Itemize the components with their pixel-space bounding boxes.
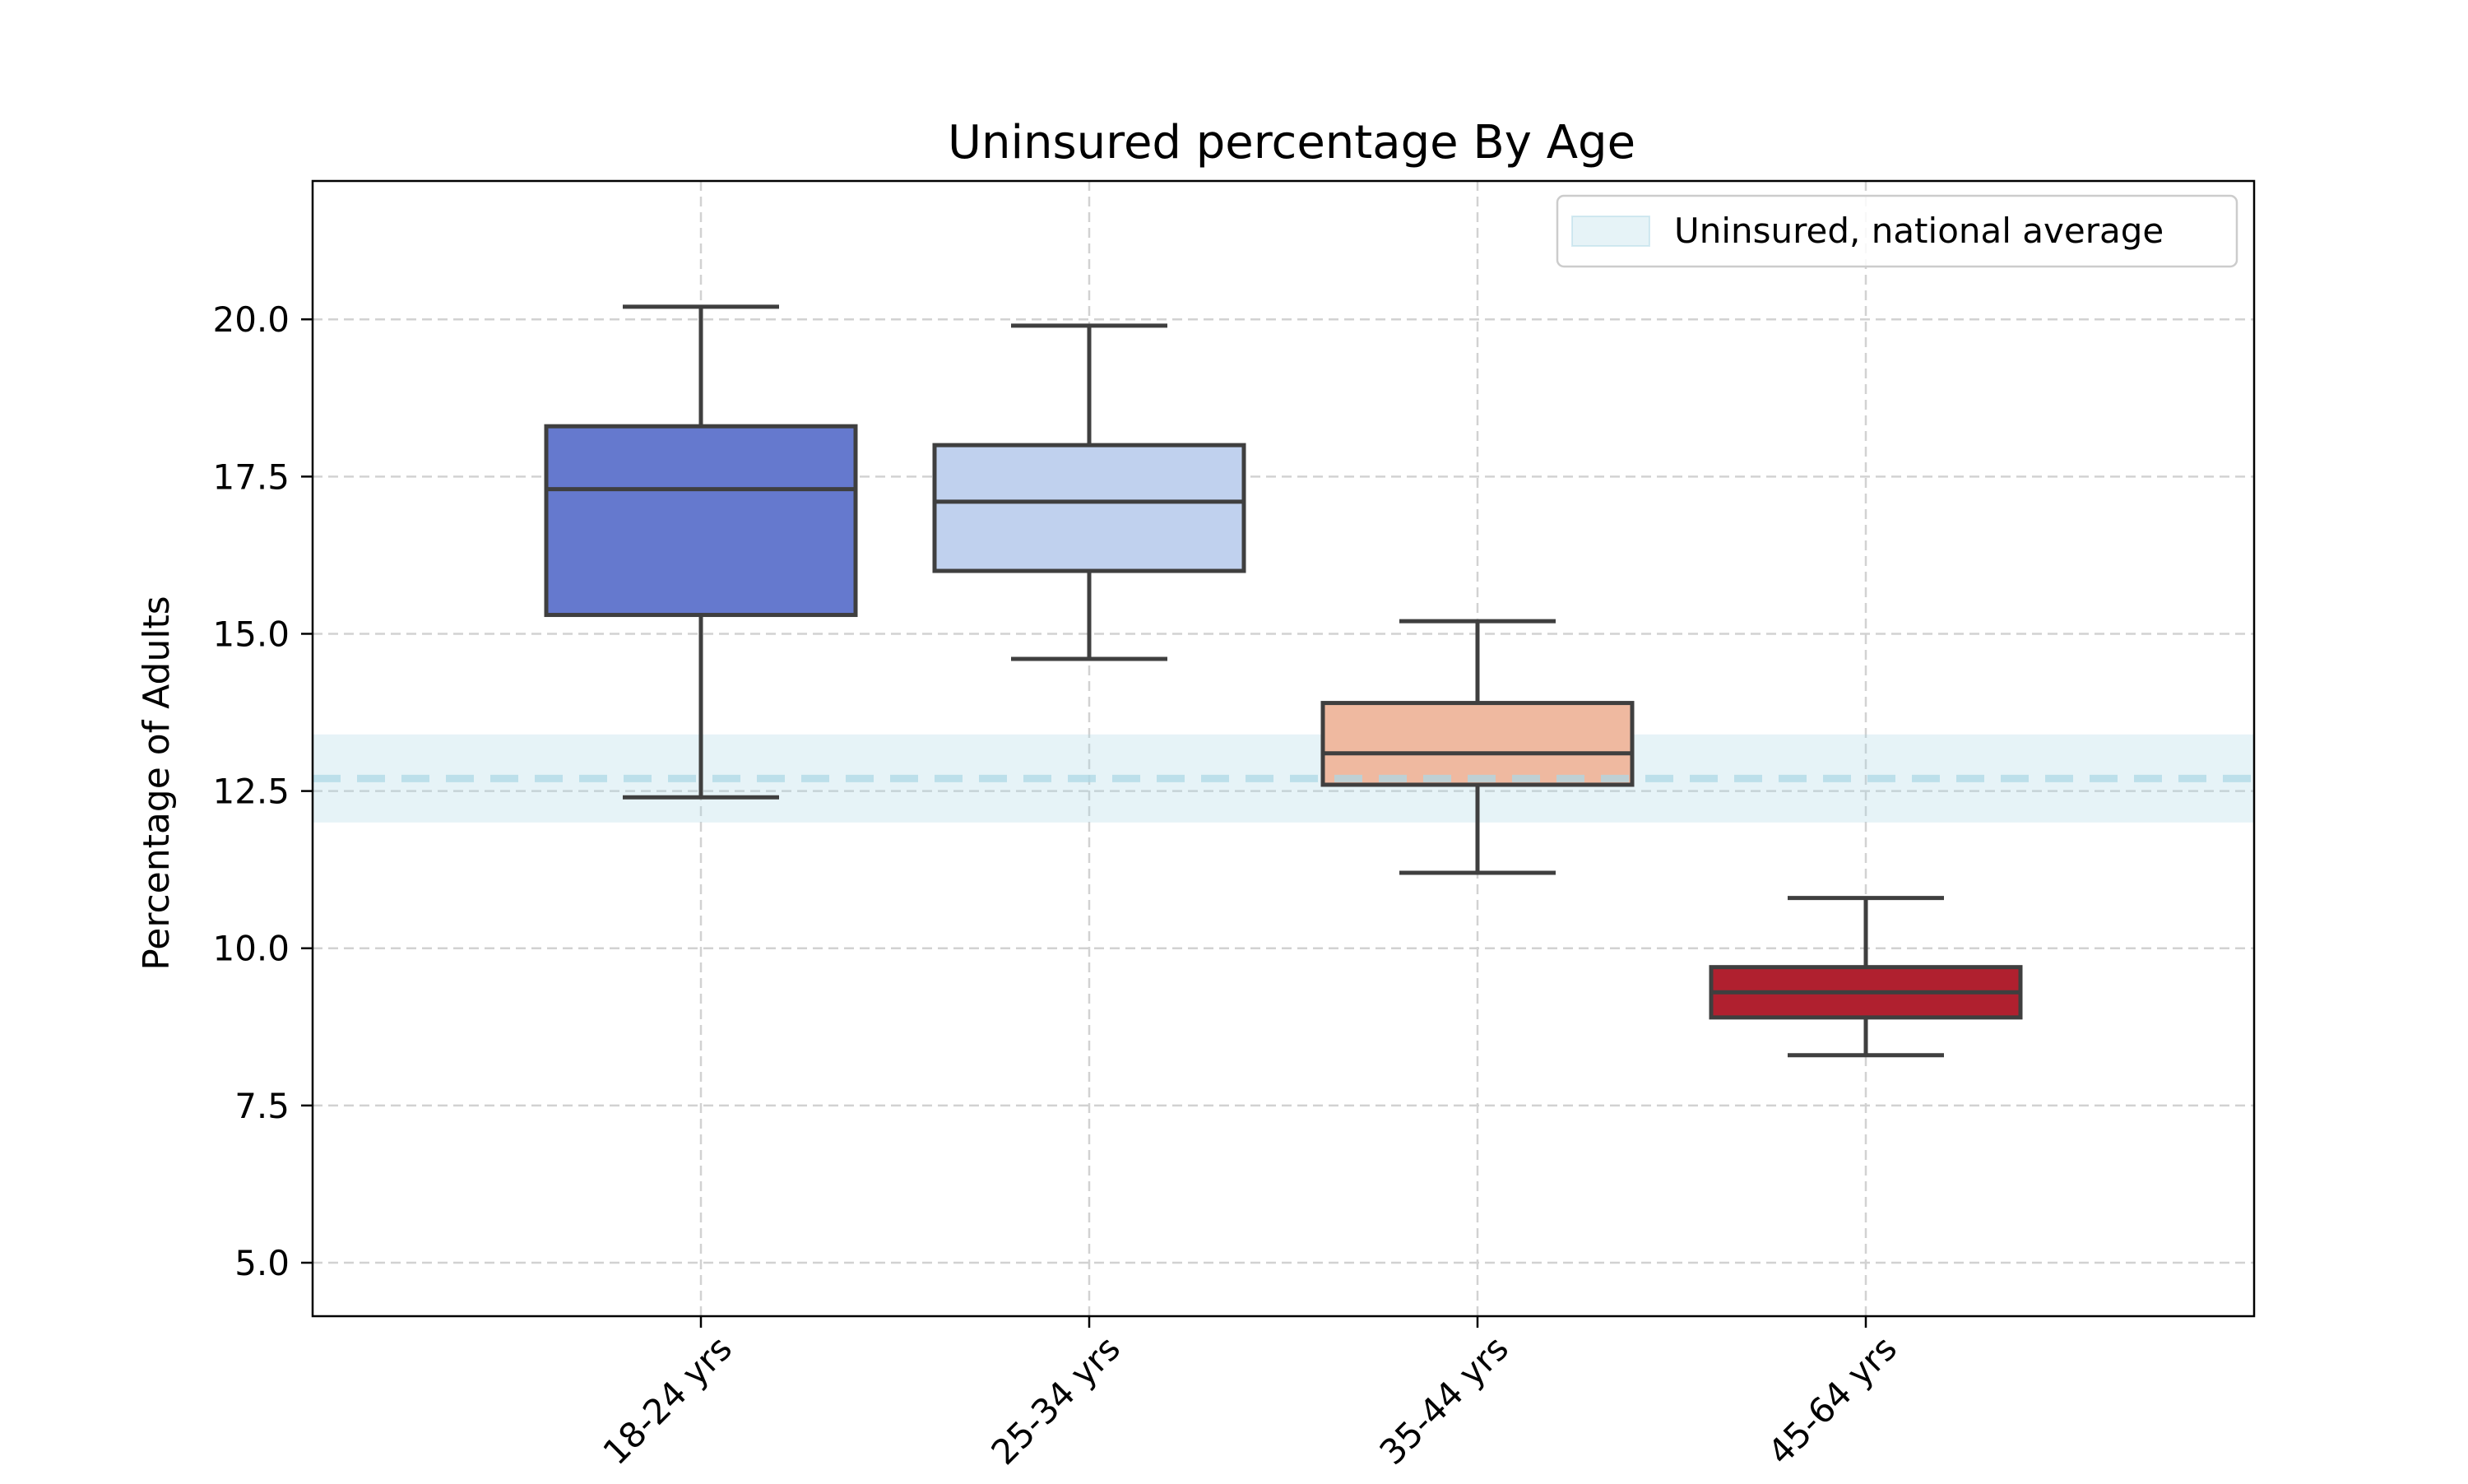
plot-frame xyxy=(311,179,2256,1318)
box-45-64 yrs xyxy=(1709,896,2023,1058)
y-tick-label: 10.0 xyxy=(212,929,290,969)
y-tick-label: 12.5 xyxy=(212,772,290,812)
y-tick-label: 15.0 xyxy=(212,614,290,654)
chart-title: Uninsured percentage By Age xyxy=(948,116,1635,169)
legend: Uninsured, national average xyxy=(1556,194,2238,268)
y-axis-label: Percentage of Adults xyxy=(136,596,178,970)
x-tick-label: 35-44 yrs xyxy=(1371,1328,1516,1472)
plot-area: 5.0 7.5 10.0 12.5 15.0 17.5 20.0 18-24 yrs 25-34… xyxy=(212,179,2256,1472)
y-tick-label: 17.5 xyxy=(212,457,290,497)
x-tick-label: 45-64 yrs xyxy=(1760,1328,1904,1472)
box-25-34 yrs xyxy=(932,323,1246,661)
y-tick-label: 7.5 xyxy=(234,1086,290,1126)
box-18-24 yrs xyxy=(544,304,858,800)
legend-label: Uninsured, national average xyxy=(1674,211,2164,251)
x-tick-label: 18-24 yrs xyxy=(595,1328,740,1472)
y-tick-label: 5.0 xyxy=(234,1243,290,1283)
legend-swatch xyxy=(1571,216,1650,247)
y-tick-label: 20.0 xyxy=(212,299,290,340)
box-iqr xyxy=(932,443,1246,573)
legend-box xyxy=(1556,194,2238,268)
box-iqr xyxy=(1320,701,1635,787)
box-iqr xyxy=(544,424,858,618)
box-35-44 yrs xyxy=(1320,619,1635,875)
x-tick-label: 25-34 yrs xyxy=(983,1328,1128,1472)
